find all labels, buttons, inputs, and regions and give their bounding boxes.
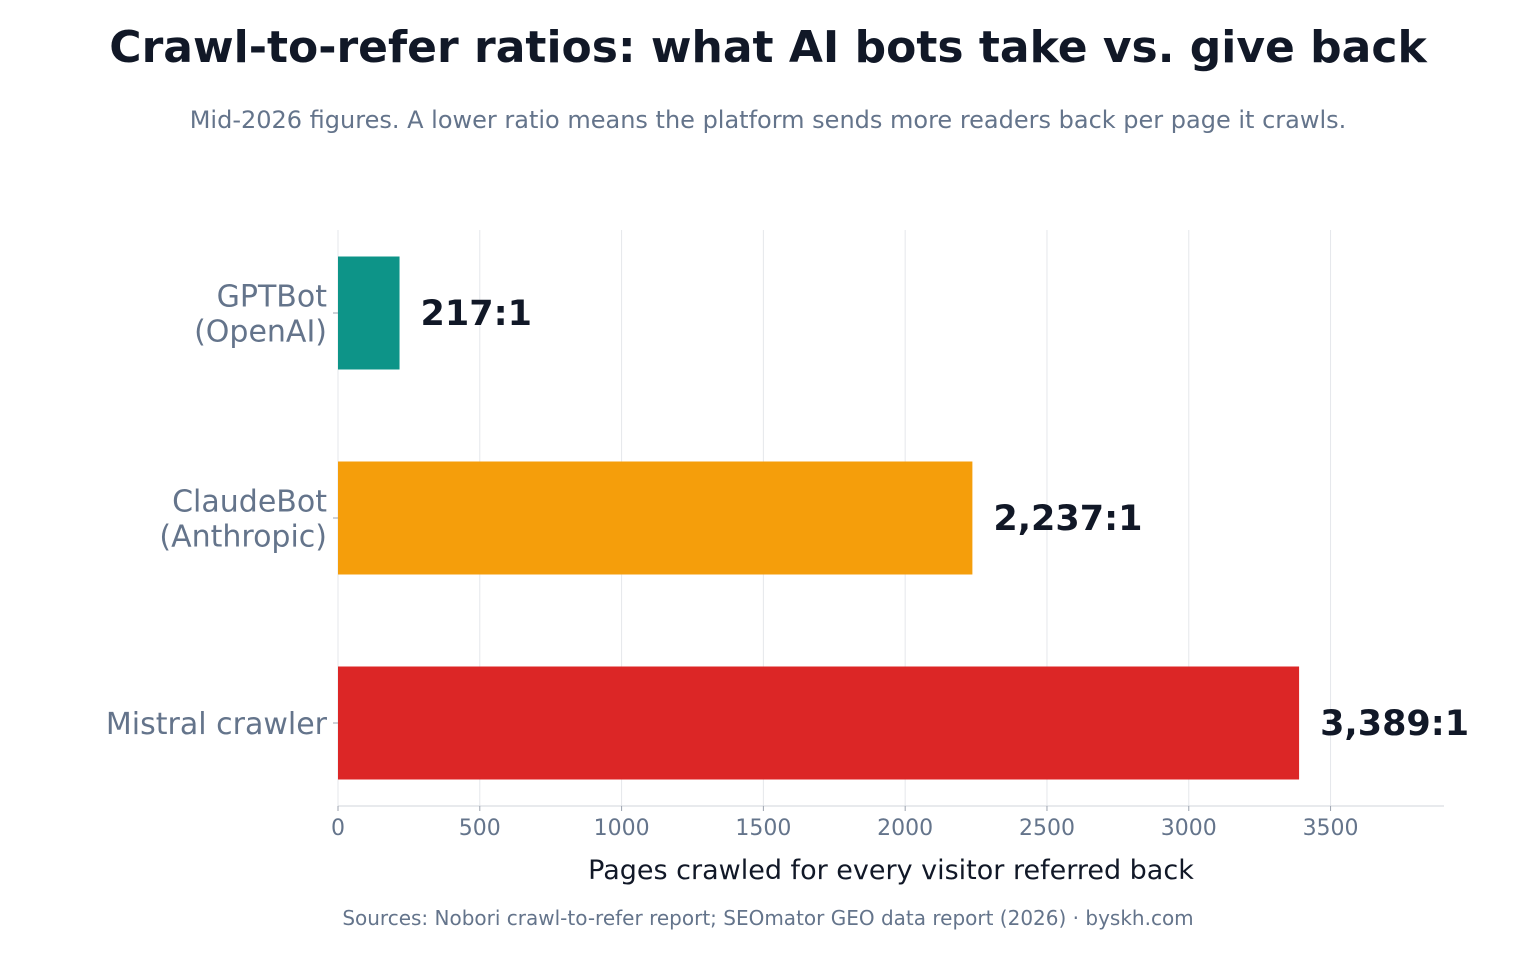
x-tick-label: 2500 <box>1019 816 1075 841</box>
bar <box>338 256 400 370</box>
x-tick-label: 0 <box>331 816 345 841</box>
bar <box>338 666 1300 780</box>
source-note: Sources: Nobori crawl-to-refer report; S… <box>342 906 1194 930</box>
x-tick-label: 500 <box>459 816 501 841</box>
category-label: ClaudeBot (Anthropic) <box>159 485 327 555</box>
bar <box>338 461 973 575</box>
x-tick-label: 3500 <box>1303 816 1359 841</box>
chart-title: Crawl-to-refer ratios: what AI bots take… <box>109 22 1427 73</box>
x-tick-label: 2000 <box>877 816 933 841</box>
data-label: 217:1 <box>421 294 532 334</box>
x-axis-label: Pages crawled for every visitor referred… <box>588 855 1194 886</box>
category-label: GPTBot (OpenAI) <box>194 280 327 350</box>
chart-subtitle: Mid-2026 figures. A lower ratio means th… <box>189 106 1347 134</box>
x-tick-label: 1500 <box>735 816 791 841</box>
data-label: 3,389:1 <box>1320 704 1469 744</box>
x-tick-label: 1000 <box>594 816 650 841</box>
category-label: Mistral crawler <box>106 707 328 742</box>
data-label: 2,237:1 <box>993 499 1142 539</box>
x-tick-label: 3000 <box>1161 816 1217 841</box>
